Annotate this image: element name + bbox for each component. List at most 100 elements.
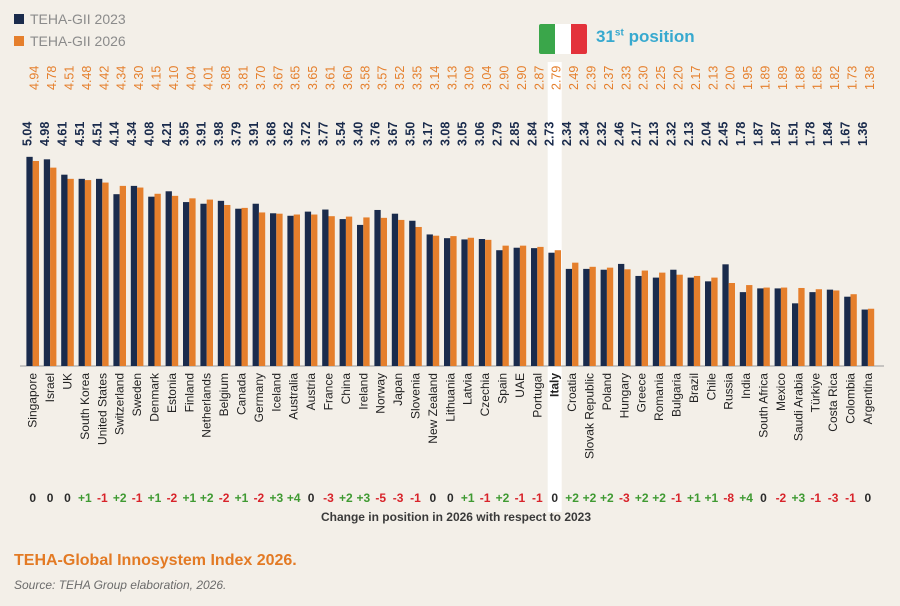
position-change-label: -5 [375, 491, 386, 505]
bar-2023 [705, 281, 712, 366]
value-label-2023: 3.50 [404, 122, 418, 146]
value-label-2023: 3.76 [369, 122, 383, 146]
value-label-2023: 4.51 [90, 122, 104, 146]
value-label-2026: 2.90 [515, 66, 529, 90]
position-change-label: 0 [865, 491, 872, 505]
bar-2023 [792, 303, 799, 366]
value-label-2023: 4.14 [108, 122, 122, 146]
value-label-2026: 2.37 [602, 66, 616, 90]
category-label: United States [95, 373, 109, 445]
bar-2026 [606, 267, 614, 366]
category-label: Lithuania [443, 373, 457, 422]
bar-2026 [102, 182, 109, 366]
bar-2023 [287, 215, 294, 366]
bar-2026 [746, 285, 753, 366]
category-label: Portugal [530, 373, 544, 418]
bar-2026 [432, 235, 440, 366]
value-label-2026: 1.95 [741, 66, 755, 90]
value-label-2026: 3.81 [237, 66, 251, 90]
category-label: Denmark [148, 372, 162, 422]
position-change-label: 0 [64, 491, 71, 505]
category-label: Poland [600, 373, 614, 410]
category-label: South Africa [757, 373, 771, 438]
bar-2026 [137, 187, 144, 366]
position-change-label: -3 [828, 491, 839, 505]
category-label: Sweden [130, 373, 144, 416]
bar-2026 [450, 236, 457, 366]
value-label-2026: 1.73 [846, 66, 860, 90]
category-label: Czechia [478, 373, 492, 417]
bar-2026 [624, 269, 631, 366]
value-label-2023: 2.17 [630, 122, 644, 146]
value-label-2026: 3.60 [341, 66, 355, 90]
bar-2026 [467, 237, 474, 366]
bar-2023 [339, 219, 346, 366]
value-label-2026: 2.39 [585, 66, 599, 90]
value-label-2023: 3.05 [456, 122, 470, 146]
bar-2026 [363, 217, 370, 366]
bar-2026 [328, 216, 335, 366]
category-label: India [739, 373, 753, 399]
value-label-2026: 3.61 [324, 66, 338, 90]
value-label-2023: 3.40 [351, 122, 365, 146]
value-label-2026: 4.15 [150, 66, 164, 90]
bar-2023 [861, 309, 868, 366]
bar-2026 [554, 250, 561, 366]
bar-2026 [415, 226, 422, 366]
value-label-2023: 2.13 [682, 122, 696, 146]
value-label-2023: 2.85 [508, 122, 522, 146]
footer-title: TEHA-Global Innosystem Index 2026. [14, 552, 297, 569]
position-change-label: -2 [219, 491, 230, 505]
value-label-2026: 3.65 [306, 66, 320, 90]
bar-2026 [206, 199, 213, 366]
bar-2026 [50, 167, 57, 366]
value-label-2023: 3.54 [334, 122, 348, 146]
value-label-2023: 3.67 [386, 122, 400, 146]
value-label-2023: 1.51 [786, 122, 800, 146]
value-label-2026: 3.04 [480, 66, 494, 90]
position-change-label: -1 [845, 491, 856, 505]
bar-2023 [618, 263, 625, 366]
bar-2023 [652, 277, 660, 366]
bar-2023 [304, 211, 312, 366]
legend-swatch-2023 [14, 14, 24, 24]
category-label: South Korea [78, 373, 92, 440]
position-change-label: +1 [182, 491, 196, 505]
bar-2026 [241, 207, 248, 366]
bar-2023 [774, 288, 781, 366]
position-change-label: +1 [235, 491, 249, 505]
bar-2026 [224, 204, 231, 366]
bar-2023 [217, 200, 225, 366]
position-change-label: +2 [635, 491, 649, 505]
bar-2023 [426, 234, 433, 366]
bar-2026 [867, 308, 875, 366]
bar-2023 [757, 288, 764, 366]
category-label: Switzerland [113, 373, 127, 435]
bar-2026 [693, 275, 701, 366]
category-label: Costa Rica [826, 373, 840, 432]
bar-2023 [444, 238, 451, 366]
value-label-2026: 3.88 [219, 66, 233, 90]
category-label: Russia [722, 373, 736, 410]
bar-2023 [96, 178, 103, 366]
value-label-2026: 2.33 [619, 66, 633, 90]
bar-2023 [200, 203, 207, 366]
value-label-2026: 1.38 [863, 66, 877, 90]
bar-2026 [189, 198, 196, 366]
value-label-2026: 2.87 [532, 66, 546, 90]
category-label: UAE [513, 373, 527, 398]
x-axis-title: Change in position in 2026 with respect … [321, 510, 591, 524]
value-label-2026: 1.89 [759, 66, 773, 90]
bar-2026 [763, 287, 770, 366]
value-label-2026: 2.30 [637, 66, 651, 90]
bar-2023 [513, 247, 520, 366]
category-label: Singapore [26, 373, 40, 428]
legend-item-2023: TEHA-GII 2023 [14, 8, 126, 30]
category-label: Mexico [774, 373, 788, 411]
category-label: Netherlands [200, 373, 214, 438]
position-change-label: 0 [760, 491, 767, 505]
position-change-label: 0 [308, 491, 315, 505]
value-label-2023: 2.79 [491, 122, 505, 146]
bar-2026 [728, 283, 735, 366]
position-change-label: -3 [323, 491, 334, 505]
